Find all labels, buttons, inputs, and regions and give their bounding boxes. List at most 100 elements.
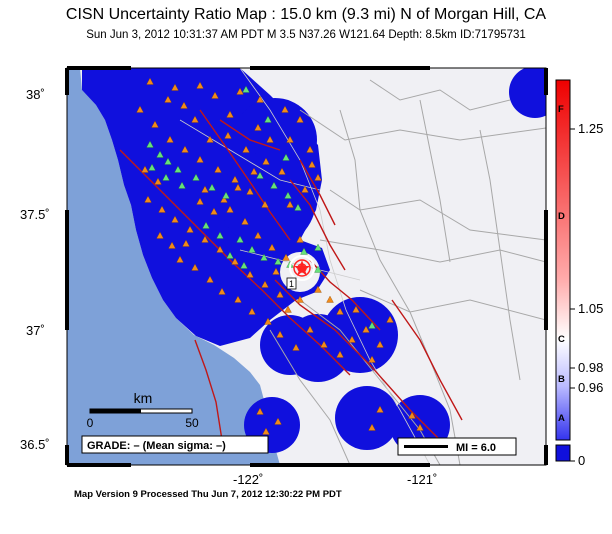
lon-label-121: -121˚ <box>407 472 438 487</box>
station-orange <box>308 160 316 168</box>
station-orange <box>136 105 144 113</box>
station-orange <box>151 120 159 128</box>
station-green <box>148 163 156 171</box>
station-orange <box>191 263 199 271</box>
station-orange <box>254 231 262 239</box>
station-orange <box>224 131 232 139</box>
station-orange <box>276 330 284 338</box>
scale-bar: km 0 50 <box>87 390 199 430</box>
station-orange <box>326 295 334 303</box>
ocean <box>67 68 280 465</box>
colorbar <box>555 79 575 462</box>
station-green <box>174 165 182 173</box>
station-orange <box>296 235 304 243</box>
station-green <box>164 157 172 165</box>
station-orange <box>266 135 274 143</box>
station-orange <box>362 325 370 333</box>
station-orange <box>156 231 164 239</box>
station-green <box>178 181 186 189</box>
station-orange <box>348 335 356 343</box>
station-green <box>208 183 216 191</box>
station-green <box>314 243 322 251</box>
station-orange <box>296 295 304 303</box>
station-orange <box>242 145 250 153</box>
station-green <box>226 251 234 259</box>
station-orange <box>352 305 360 313</box>
station-green <box>162 173 170 181</box>
station-orange <box>214 165 222 173</box>
colorbar-value-0-96: 0.96 <box>578 380 604 395</box>
grade-f: F <box>558 104 564 115</box>
station-orange <box>158 205 166 213</box>
uncertainty-regions <box>82 68 546 455</box>
station-orange <box>320 340 328 348</box>
station-green <box>314 265 322 273</box>
station-orange <box>376 340 384 348</box>
station-orange <box>284 305 292 313</box>
station-orange <box>274 417 282 425</box>
station-orange <box>146 77 154 85</box>
station-orange <box>234 295 242 303</box>
station-orange <box>211 91 219 99</box>
mi-legend-box <box>397 437 517 456</box>
grade-text: GRADE: – (Mean sigma: –) <box>87 440 226 452</box>
station-orange <box>268 243 276 251</box>
station-green <box>202 221 210 229</box>
station-orange <box>256 95 264 103</box>
station-orange <box>292 343 300 351</box>
station-orange <box>250 167 258 175</box>
station-green <box>270 181 278 189</box>
map-frame-ticks <box>65 66 548 467</box>
mi-legend-text: MI = 6.0 <box>456 442 496 454</box>
station-orange <box>171 215 179 223</box>
lat-label-36-5: 36.5˚ <box>20 437 50 452</box>
station-orange <box>206 275 214 283</box>
station-orange <box>164 95 172 103</box>
station-orange <box>166 135 174 143</box>
station-green <box>274 257 282 265</box>
station-green <box>236 235 244 243</box>
station-green <box>294 203 302 211</box>
station-orange <box>368 355 376 363</box>
lat-label-37-5: 37.5˚ <box>20 207 50 222</box>
station-orange <box>306 145 314 153</box>
lon-label-122: -122˚ <box>233 472 264 487</box>
station-orange <box>191 115 199 123</box>
station-orange <box>416 423 424 431</box>
station-orange <box>141 165 149 173</box>
station-orange <box>196 197 204 205</box>
station-green <box>260 253 268 261</box>
station-green <box>240 261 248 269</box>
station-orange <box>264 317 272 325</box>
station-orange <box>296 115 304 123</box>
stations-green <box>146 85 376 329</box>
station-green <box>256 171 264 179</box>
station-green <box>300 247 308 255</box>
station-orange <box>176 255 184 263</box>
station-orange <box>336 350 344 358</box>
lat-label-38: 38˚ <box>26 87 45 102</box>
station-orange <box>226 110 234 118</box>
station-orange <box>236 87 244 95</box>
station-orange <box>168 241 176 249</box>
colorbar-value-0: 0 <box>578 453 586 468</box>
faults <box>119 109 463 441</box>
station-orange <box>210 207 218 215</box>
station-green <box>146 140 154 148</box>
epicenter-marker: 1 <box>286 255 315 290</box>
station-orange <box>368 423 376 431</box>
station-orange <box>262 427 270 435</box>
station-orange <box>144 195 152 203</box>
station-orange <box>201 235 209 243</box>
station-green <box>264 115 272 123</box>
station-green <box>368 321 376 329</box>
scale-unit: km <box>134 390 153 406</box>
station-orange <box>278 167 286 175</box>
colorbar-value-1-25: 1.25 <box>578 121 604 136</box>
grade-c: C <box>558 334 565 345</box>
station-orange <box>180 101 188 109</box>
station-orange <box>218 287 226 295</box>
station-green <box>248 245 256 253</box>
station-orange <box>246 270 254 278</box>
